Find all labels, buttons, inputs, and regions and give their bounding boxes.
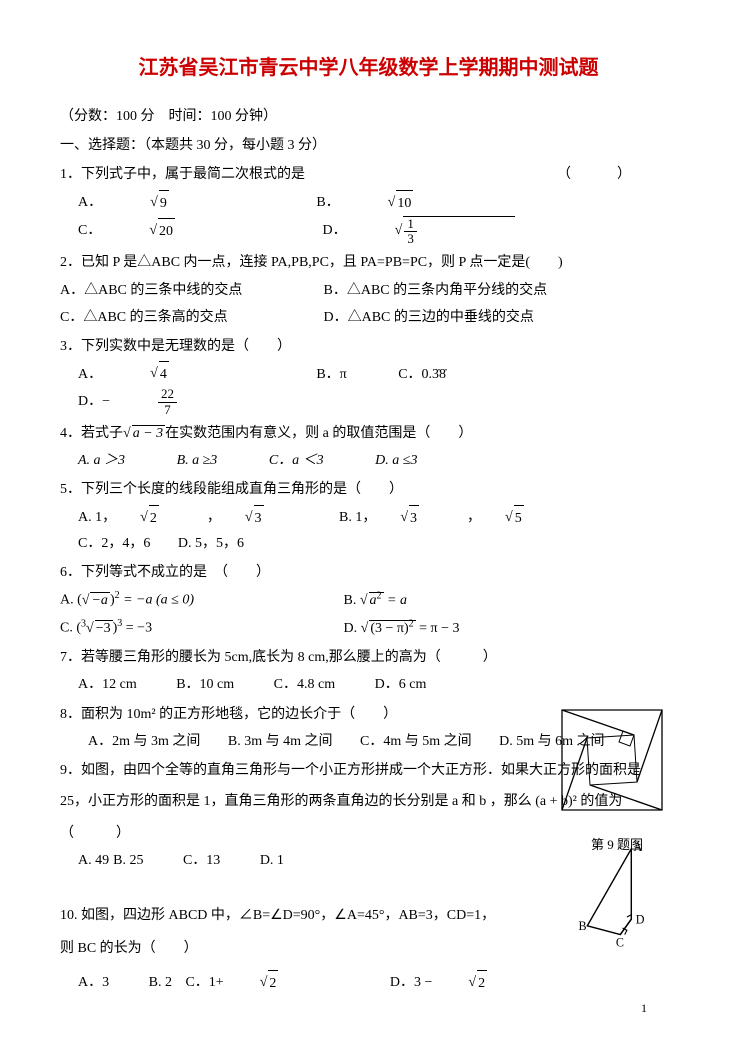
page-title: 江苏省吴江市青云中学八年级数学上学期期中测试题 xyxy=(60,50,677,86)
q4-options: A. a ＞3 B. a ≥3 C．a ＜3 D. a ≤3 xyxy=(60,448,677,473)
q4: 4．若式子a − 3在实数范围内有意义，则 a 的取值范围是（ ） xyxy=(60,421,677,446)
q10-options: A．3 B. 2 C．1+2 D．3 −2 xyxy=(60,970,677,996)
q2-row2: C．△ABC 的三条高的交点 D．△ABC 的三边的中垂线的交点 xyxy=(60,305,677,330)
q5-options: A. 1，2，3 B. 1，3，5 C．2，4，6 D. 5，5，6 xyxy=(60,505,677,557)
opt-a: A．2m 与 3m 之间 xyxy=(88,729,200,754)
opt-c: C．4m 与 5m 之间 xyxy=(360,729,472,754)
opt-d: D. 5，5，6 xyxy=(178,531,244,556)
opt-b: B. 3m 与 4m 之间 xyxy=(228,729,333,754)
q3-options: A．4 B．π C．0.3̇8̇ D．−227 xyxy=(60,361,677,417)
opt-a: A. (−a)2 = −a (a ≤ 0) xyxy=(60,587,340,613)
opt-a: A．△ABC 的三条中线的交点 xyxy=(60,278,320,303)
opt-d: D．3 −2 xyxy=(390,970,559,996)
opt-b: B. 1，3，5 xyxy=(339,505,572,531)
opt-d: D．−227 xyxy=(78,387,273,417)
q6-row1: A. (−a)2 = −a (a ≤ 0) B. a2 = a xyxy=(60,587,677,613)
svg-text:B: B xyxy=(579,919,587,933)
opt-b: B．10 cm xyxy=(176,672,234,697)
opt-c: C．1+2 xyxy=(185,970,350,996)
opt-a: A．4 xyxy=(78,361,265,387)
opt-d: D. (3 − π)2 = π − 3 xyxy=(344,621,460,636)
q9-figure: 第 9 题图 xyxy=(552,700,682,857)
svg-text:D: D xyxy=(636,913,645,927)
q7: 7．若等腰三角形的腰长为 5cm,底长为 8 cm,那么腰上的高为（ ） xyxy=(60,645,677,670)
svg-text:C: C xyxy=(616,936,624,950)
opt-d: D. 1 xyxy=(260,848,284,873)
opt-a: A. 49 xyxy=(78,848,109,873)
opt-a: A．9 xyxy=(78,190,265,216)
exam-meta: （分数：100 分 时间：100 分钟） xyxy=(60,104,677,129)
opt-c: C．a ＜3 xyxy=(269,448,324,473)
opt-d: D．△ABC 的三边的中垂线的交点 xyxy=(324,310,534,325)
opt-b: B. 25 xyxy=(113,848,143,873)
opt-d: D．6 cm xyxy=(375,672,427,697)
q1: 1．下列式子中，属于最简二次根式的是 （ ） xyxy=(60,162,677,187)
q10-figure: A B C D xyxy=(567,840,677,959)
opt-c: C．20 xyxy=(78,218,271,244)
opt-c: C．13 xyxy=(183,848,220,873)
q1-options: A．9 B．10 C．20 D．13 xyxy=(60,190,677,247)
opt-b: B．π xyxy=(316,362,346,387)
opt-c: C．0.3̇8̇ xyxy=(398,362,446,387)
q1-text: 1．下列式子中，属于最简二次根式的是 xyxy=(60,167,305,182)
q6-row2: C. (3−3)3 = −3 D. (3 − π)2 = π − 3 xyxy=(60,615,677,641)
section-heading: 一、选择题：（本题共 30 分，每小题 3 分） xyxy=(60,133,677,158)
opt-c: C. (3−3)3 = −3 xyxy=(60,615,340,641)
q6: 6．下列等式不成立的是 （ ） xyxy=(60,560,677,585)
svg-text:A: A xyxy=(634,840,643,854)
opt-b: B. a2 = a xyxy=(344,593,407,608)
q7-options: A．12 cm B．10 cm C．4.8 cm D．6 cm xyxy=(60,672,677,697)
opt-b: B．△ABC 的三条内角平分线的交点 xyxy=(324,283,548,298)
opt-d: D．13 xyxy=(323,216,611,247)
q5: 5．下列三个长度的线段能组成直角三角形的是（ ） xyxy=(60,477,677,502)
opt-b: B. a ≥3 xyxy=(177,448,218,473)
q3: 3．下列实数中是无理数的是（ ） xyxy=(60,334,677,359)
opt-a: A. a ＞3 xyxy=(78,448,125,473)
q2: 2．已知 P 是△ABC 内一点，连接 PA,PB,PC，且 PA=PB=PC，… xyxy=(60,250,677,275)
opt-c: C．4.8 cm xyxy=(274,672,335,697)
opt-c: C．△ABC 的三条高的交点 xyxy=(60,305,320,330)
opt-b: B．10 xyxy=(316,190,509,216)
q2-row1: A．△ABC 的三条中线的交点 B．△ABC 的三条内角平分线的交点 xyxy=(60,278,677,303)
opt-a: A．12 cm xyxy=(78,672,137,697)
q1-paren: （ ） xyxy=(557,162,637,187)
opt-b: B. 2 xyxy=(149,970,172,995)
opt-a: A. 1，2，3 xyxy=(78,505,312,531)
opt-a: A．3 xyxy=(78,970,109,995)
opt-c: C．2，4，6 xyxy=(78,531,150,556)
page-number: 1 xyxy=(641,998,647,1020)
opt-d: D. a ≤3 xyxy=(375,448,417,473)
